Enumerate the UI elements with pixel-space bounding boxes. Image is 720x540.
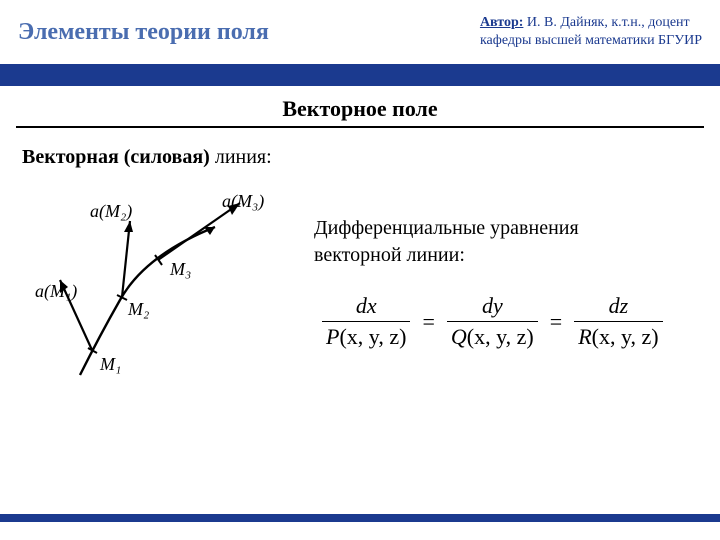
section-label-rest: линия: <box>210 146 272 168</box>
eq-caption-line1: Дифференциальные уравнения <box>314 217 579 239</box>
label-aM1: a(M₁) <box>35 281 77 302</box>
frac-2: dy Q(x, y, z) <box>447 293 538 350</box>
num-dz: dz <box>605 293 633 321</box>
frac-3: dz R(x, y, z) <box>574 293 662 350</box>
page-title: Элементы теории поля <box>18 19 269 46</box>
den-Q: Q(x, y, z) <box>447 321 538 350</box>
figure-svg: a(M₁) a(M₂) a(M₃) M₁ M₂ M₃ <box>30 185 290 385</box>
label-aM3: a(M₃) <box>222 191 264 212</box>
equation-caption: Дифференциальные уравнения векторной лин… <box>314 215 698 269</box>
vector-field-figure: a(M₁) a(M₂) a(M₃) M₁ M₂ M₃ <box>30 185 290 385</box>
num-dx: dx <box>352 293 381 321</box>
den-R: R(x, y, z) <box>574 321 662 350</box>
content: Векторная (силовая) линия: <box>0 128 720 385</box>
footer-bar <box>0 514 720 522</box>
author-block: Автор: И. В. Дайняк, к.т.н., доцент кафе… <box>480 14 702 50</box>
header-bar <box>0 64 720 86</box>
label-M2: M₂ <box>127 299 149 319</box>
num-dy: dy <box>478 293 507 321</box>
equals-2: = <box>546 309 566 335</box>
subtitle: Векторное поле <box>282 96 437 121</box>
label-M3: M₃ <box>169 259 191 279</box>
author-line1: И. В. Дайняк, к.т.н., доцент <box>523 15 689 30</box>
eq-caption-line2: векторной линии: <box>314 244 465 266</box>
equals-1: = <box>418 309 438 335</box>
label-aM2: a(M₂) <box>90 201 132 222</box>
author-label: Автор: <box>480 15 523 30</box>
vector-aM2-arrow <box>124 221 133 232</box>
label-M1: M₁ <box>99 354 121 374</box>
section-label-bold: Векторная (силовая) <box>22 146 210 168</box>
vector-aM3 <box>158 203 240 260</box>
equation-block: Дифференциальные уравнения векторной лин… <box>314 185 698 350</box>
subtitle-row: Векторное поле <box>0 86 720 126</box>
author-line2: кафедры высшей математики БГУИР <box>480 33 702 48</box>
header: Элементы теории поля Автор: И. В. Дайняк… <box>0 0 720 64</box>
figure-and-equation-row: a(M₁) a(M₂) a(M₃) M₁ M₂ M₃ Дифференциаль… <box>22 185 698 385</box>
frac-1: dx P(x, y, z) <box>322 293 410 350</box>
den-P: P(x, y, z) <box>322 321 410 350</box>
differential-equation: dx P(x, y, z) = dy Q(x, y, z) = dz R(x, … <box>322 293 698 350</box>
section-label: Векторная (силовая) линия: <box>22 146 698 169</box>
